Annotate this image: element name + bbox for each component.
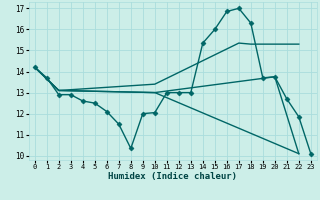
X-axis label: Humidex (Indice chaleur): Humidex (Indice chaleur) <box>108 172 237 181</box>
